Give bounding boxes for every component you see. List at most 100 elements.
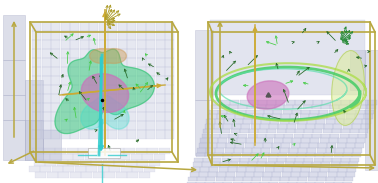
Bar: [79, 94, 89, 103]
Bar: [96, 154, 107, 160]
Bar: [70, 58, 79, 67]
Bar: [51, 130, 60, 139]
Bar: [136, 76, 146, 85]
Bar: [332, 100, 341, 105]
Polygon shape: [3, 15, 25, 60]
Bar: [329, 167, 338, 172]
Bar: [252, 148, 261, 153]
Bar: [99, 40, 108, 49]
Bar: [309, 114, 318, 119]
Bar: [262, 177, 271, 181]
Bar: [212, 100, 221, 105]
Bar: [314, 158, 322, 162]
Bar: [165, 22, 174, 31]
Bar: [307, 119, 316, 124]
Bar: [99, 49, 108, 58]
Bar: [286, 158, 295, 162]
Bar: [155, 31, 165, 40]
Bar: [149, 160, 160, 165]
Bar: [60, 31, 70, 40]
Bar: [225, 177, 234, 181]
Bar: [320, 138, 328, 143]
Bar: [32, 76, 41, 85]
Bar: [146, 49, 155, 58]
Bar: [255, 110, 264, 114]
Bar: [246, 110, 255, 114]
Bar: [108, 85, 117, 94]
Bar: [355, 114, 364, 119]
Bar: [255, 138, 264, 143]
Bar: [341, 100, 350, 105]
Bar: [124, 148, 135, 154]
Bar: [79, 121, 89, 130]
Bar: [34, 160, 45, 165]
Bar: [238, 134, 247, 138]
Polygon shape: [43, 130, 61, 160]
Bar: [259, 158, 267, 162]
Bar: [42, 31, 51, 40]
Bar: [99, 112, 108, 121]
Bar: [232, 124, 241, 129]
Bar: [155, 85, 165, 94]
Bar: [275, 134, 284, 138]
Bar: [136, 67, 146, 76]
Bar: [43, 148, 54, 154]
Bar: [199, 172, 208, 177]
Bar: [260, 182, 269, 183]
Bar: [127, 76, 136, 85]
Bar: [285, 162, 293, 167]
Bar: [99, 121, 108, 130]
Bar: [186, 182, 195, 183]
Bar: [308, 177, 317, 181]
Bar: [313, 129, 322, 133]
Bar: [232, 182, 242, 183]
Polygon shape: [195, 100, 209, 155]
Bar: [208, 114, 217, 119]
Bar: [132, 166, 143, 171]
Bar: [51, 121, 60, 130]
Bar: [292, 167, 301, 172]
Bar: [254, 143, 263, 148]
Bar: [146, 112, 155, 121]
Bar: [330, 162, 339, 167]
Bar: [268, 158, 277, 162]
Bar: [288, 153, 296, 157]
Bar: [282, 172, 291, 177]
Bar: [70, 121, 79, 130]
Bar: [338, 167, 347, 172]
Bar: [321, 105, 330, 109]
Bar: [79, 103, 89, 112]
Bar: [89, 121, 98, 130]
Bar: [243, 119, 252, 124]
Bar: [339, 105, 348, 109]
Bar: [251, 124, 260, 129]
Bar: [231, 158, 240, 162]
Bar: [79, 85, 89, 94]
Bar: [258, 100, 267, 105]
Bar: [296, 124, 305, 129]
Bar: [165, 58, 174, 67]
Bar: [275, 162, 284, 167]
Bar: [212, 158, 222, 162]
Bar: [88, 148, 120, 158]
Bar: [204, 124, 214, 129]
Bar: [356, 110, 365, 114]
Bar: [278, 153, 287, 157]
Bar: [335, 177, 344, 181]
Bar: [205, 153, 214, 157]
Bar: [91, 160, 102, 165]
Bar: [324, 153, 333, 157]
Bar: [135, 148, 147, 154]
Bar: [146, 94, 155, 103]
Bar: [223, 182, 232, 183]
Bar: [346, 143, 355, 148]
Bar: [200, 167, 209, 172]
Bar: [70, 103, 79, 112]
Bar: [320, 167, 329, 172]
Bar: [108, 130, 117, 139]
Bar: [309, 172, 318, 177]
Bar: [284, 105, 293, 109]
Bar: [228, 110, 236, 114]
Bar: [286, 100, 294, 105]
Bar: [60, 49, 70, 58]
